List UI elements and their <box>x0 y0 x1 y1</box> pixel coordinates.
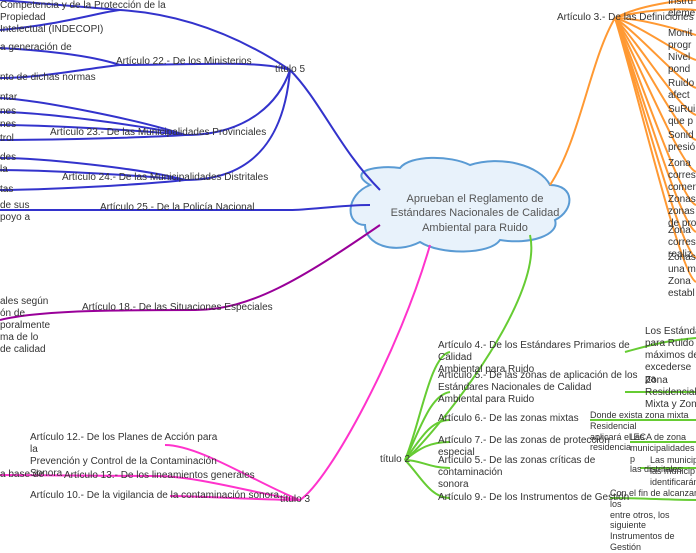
t5-frag-nes1: nes <box>0 106 16 118</box>
t1-f4: SuRui que p <box>668 104 696 128</box>
t2-a9: Artículo 9.- De los Instrumentos de Gest… <box>438 492 629 504</box>
t5-frag-las: tas <box>0 184 13 196</box>
t2-r5b: Las municip las municip identificarán <box>650 455 696 487</box>
center-title: Aprueban el Reglamento de Estándares Nac… <box>390 192 560 235</box>
t1-f6: Zona corres comer <box>668 158 696 194</box>
t5-frag-gen: a generación de <box>0 42 72 54</box>
t1-f2: Nivel pond <box>668 52 696 76</box>
title-2: título 2 <box>380 454 410 466</box>
t5-frag-des: des <box>0 152 16 164</box>
t5-a22: Artículo 22.- De los Ministerios <box>116 56 252 68</box>
t1-f1: Monit progr <box>668 28 696 52</box>
t5-frag-ntar: ntar <box>0 92 17 104</box>
t4-a18: Artículo 18.- De las Situaciones Especia… <box>82 302 273 314</box>
t2-a6: Artículo 6.- De las zonas mixtas <box>438 413 579 425</box>
t2-r9: Con el fin de alcanzar los entre otros, … <box>610 488 696 553</box>
t5-frag-sus: de sus poyo a <box>0 200 30 224</box>
t1-f3: Ruido afect <box>668 78 696 102</box>
t1-f0: Instru eleme <box>668 0 696 20</box>
t1-f9: Zonas una m <box>668 252 696 276</box>
t2-a5: Artículo 5.- De las zonas de aplicación … <box>438 370 638 406</box>
t1-f5: Sonid presió <box>668 130 696 154</box>
t5-a25: Artículo 25.- De la Policía Nacional <box>100 202 255 214</box>
t5-a24: Artículo 24.- De las Municipalidades Dis… <box>62 172 268 184</box>
title-5: título 5 <box>275 64 305 76</box>
t2-r5: Zona Residencial, Mixta y Zona <box>645 375 696 411</box>
t5-a21: Competencia y de la Protección de la Pro… <box>0 0 200 36</box>
t2-a5b: Artículo 5.- De las zonas críticas de co… <box>438 455 648 491</box>
t5-frag-trol: trol <box>0 133 14 145</box>
t5-frag-la: la <box>0 164 8 176</box>
t3-a13: Artículo 13.- De los lineamientos genera… <box>64 470 255 482</box>
t4-frag: ales según ón de poralmente ma de lo de … <box>0 296 60 356</box>
t5-a23: Artículo 23.- De las Municipalidades Pro… <box>50 127 266 139</box>
t5-frag-nes2: nes <box>0 119 16 131</box>
t3-a10: Artículo 10.- De la vigilancia de la con… <box>30 490 279 502</box>
t1-f10: Zona establ <box>668 276 696 300</box>
t3-frag-base: a base de <box>0 469 44 481</box>
title-3: título 3 <box>280 494 310 506</box>
t5-frag-normas: nto de dichas normas <box>0 72 96 84</box>
